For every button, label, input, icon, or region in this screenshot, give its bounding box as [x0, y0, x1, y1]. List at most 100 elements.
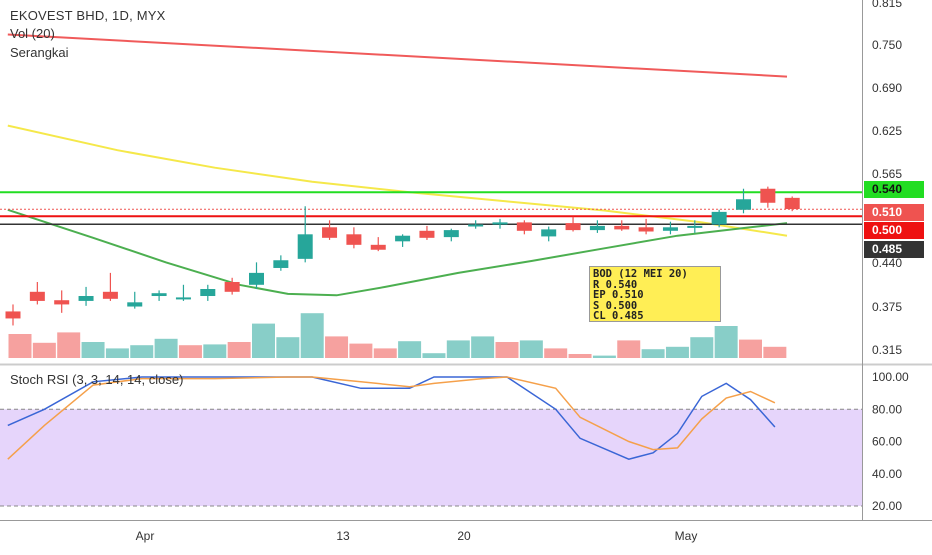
volume-bar [300, 313, 324, 358]
candle-body [273, 260, 289, 268]
price-tick-label: 0.565 [872, 167, 902, 181]
price-tick-label: 0.750 [872, 38, 902, 52]
volume-bar [178, 345, 202, 358]
volume-bar [81, 342, 105, 358]
volume-bar [154, 338, 178, 358]
candle-body [200, 289, 216, 297]
candle-body [78, 296, 94, 301]
candle-body [395, 235, 411, 242]
candle-body [5, 311, 21, 319]
volume-bar [568, 354, 592, 358]
candle-body [370, 244, 386, 250]
candle-body [175, 297, 191, 300]
price-tick-label: 0.440 [872, 256, 902, 270]
symbol-title[interactable]: EKOVEST BHD, 1D, MYX [10, 8, 166, 23]
volume-bar [763, 346, 787, 358]
price-tick-label: 0.315 [872, 343, 902, 357]
time-tick-label: Apr [136, 529, 155, 543]
price-pane [0, 0, 862, 363]
volume-bar [32, 342, 56, 358]
volume-bar [252, 323, 275, 358]
price-tick-label: 0.375 [872, 300, 902, 314]
candle-body [151, 293, 167, 297]
candle-body [249, 272, 264, 285]
candle-body [297, 234, 313, 259]
candle-body [346, 234, 362, 245]
volume-bar [641, 349, 665, 358]
rsi-k-line [7, 376, 776, 460]
volume-bar [544, 348, 568, 358]
volume-bar [373, 348, 397, 358]
ma-green-line [7, 208, 788, 297]
candle-body [492, 222, 508, 225]
volume-bar [130, 345, 154, 358]
rsi-d-line [7, 376, 776, 460]
candle-body [541, 229, 557, 237]
stoch-rsi-legend[interactable]: Stoch RSI (3, 3, 14, 14, close) [10, 372, 184, 387]
candle-body [687, 225, 703, 228]
volume-bar [519, 340, 543, 358]
cutloss-price-tag: 0.485 [864, 241, 924, 258]
volume-bar [276, 337, 300, 358]
candle-body [760, 188, 776, 203]
series-legend[interactable]: Serangkai [10, 45, 69, 60]
candle-body [662, 227, 678, 231]
note-line-support: S 0.500 [593, 299, 638, 312]
volume-bar [203, 344, 227, 358]
candle-body [565, 223, 581, 231]
volume-legend[interactable]: Vol (20) [10, 26, 55, 41]
candle-body [736, 199, 751, 210]
candle-body [127, 302, 143, 307]
candle-body [468, 224, 484, 227]
volume-bar [446, 340, 470, 358]
volume-bar [422, 353, 446, 358]
price-tick-label: 0.625 [872, 124, 902, 138]
candle-body [638, 227, 654, 232]
candle-body [711, 211, 727, 225]
note-line-entry: EP 0.510 [593, 289, 644, 301]
rsi-tick-label: 40.00 [872, 467, 902, 481]
volume-bar [471, 336, 495, 358]
candle-body [224, 281, 240, 292]
volume-bar [227, 342, 251, 358]
time-tick-label: 20 [457, 529, 471, 543]
candle-body [102, 291, 118, 299]
candle-body [322, 227, 338, 238]
volume-bar [665, 346, 689, 358]
volume-bar [105, 348, 129, 358]
candle-body [419, 230, 435, 238]
price-tick-label: 0.690 [872, 81, 902, 95]
entry-price-tag: 0.510 [864, 204, 924, 221]
candle-body [614, 225, 630, 230]
volume-bar [495, 342, 519, 358]
volume-bar [8, 334, 32, 358]
volume-bar [714, 326, 738, 358]
resistance-price-tag: 0.540 [864, 181, 924, 198]
candle-body [443, 230, 459, 238]
time-tick-label: May [675, 529, 698, 543]
volume-bar [349, 343, 373, 358]
note-line-title: BOD (12 MEI 20) [593, 268, 688, 280]
note-line-cutloss: CL 0.485 [593, 310, 644, 322]
candle-body [54, 300, 70, 305]
note-line-resistance: R 0.540 [593, 278, 638, 291]
candle-body [29, 291, 45, 301]
trade-plan-note[interactable]: BOD (12 MEI 20) R 0.540 EP 0.510 S 0.500… [589, 266, 721, 322]
time-tick-label: 13 [336, 529, 350, 543]
support-price-tag: 0.500 [864, 222, 924, 239]
candle-body [589, 225, 605, 231]
ma-red-line [7, 33, 788, 78]
volume-bar [617, 340, 641, 358]
volume-bar [739, 339, 762, 358]
volume-bar [57, 332, 81, 358]
rsi-tick-label: 20.00 [872, 499, 902, 513]
candle-body [516, 222, 532, 231]
rsi-band [0, 409, 862, 506]
volume-bar [325, 336, 349, 358]
rsi-tick-label: 80.00 [872, 402, 902, 416]
rsi-tick-label: 60.00 [872, 435, 902, 449]
candle-body [784, 197, 800, 210]
price-tick-label: 0.815 [872, 0, 902, 10]
